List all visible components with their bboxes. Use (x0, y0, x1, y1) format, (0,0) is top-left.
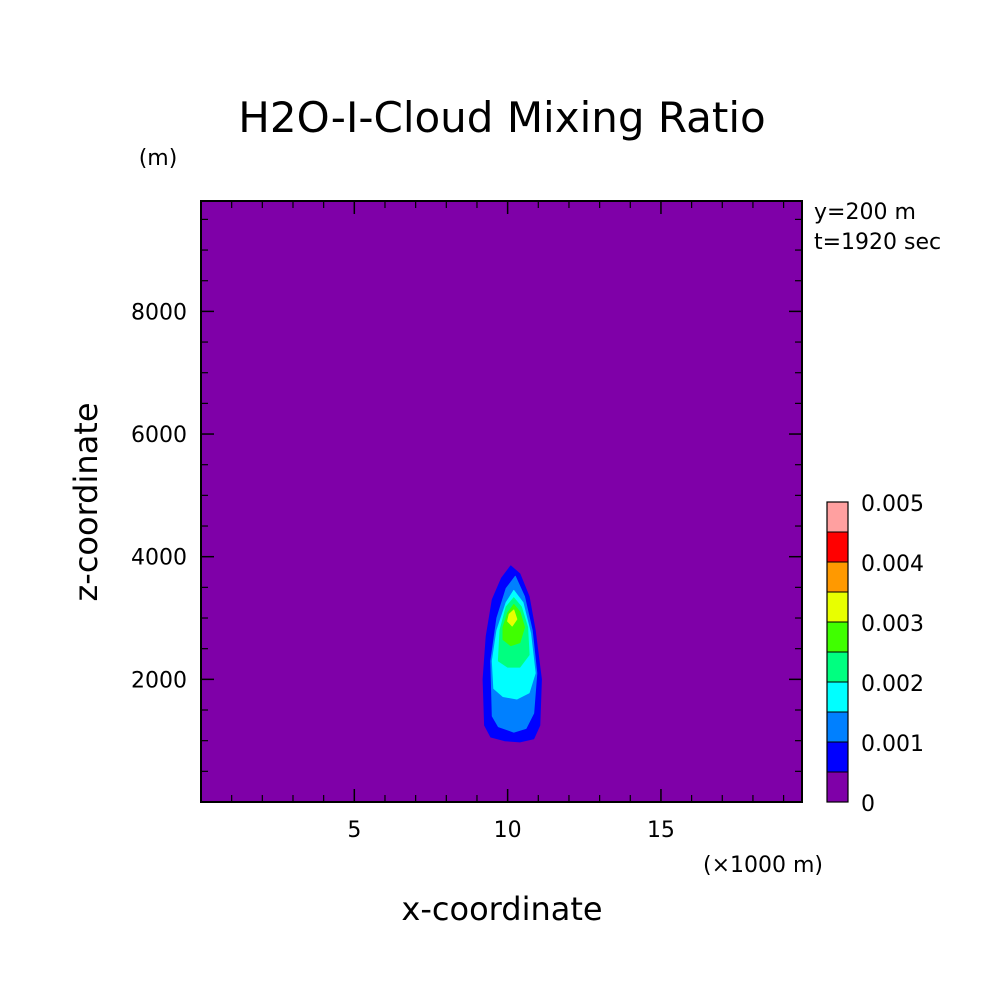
colorbar-label: 0.003 (861, 612, 924, 637)
colorbar-swatch-8 (827, 532, 848, 562)
y-tick-label: 8000 (131, 300, 187, 325)
plot-frame (200, 200, 803, 803)
y-axis-label: z-coordinate (67, 402, 105, 601)
colorbar-swatch-5 (827, 622, 848, 652)
y-tick-label: 2000 (131, 668, 187, 693)
y-tick-label: 6000 (131, 423, 187, 448)
colorbar (826, 501, 849, 803)
y-unit-label: (m) (139, 146, 178, 171)
colorbar-frame (826, 501, 849, 803)
y-tick-label: 4000 (131, 546, 187, 571)
contour-layer (482, 565, 542, 743)
colorbar-swatch-0 (827, 772, 848, 802)
y-tick-labels: 2000 4000 6000 8000 (131, 300, 187, 693)
colorbar-swatch-9 (827, 502, 848, 532)
major-ticks (201, 201, 802, 802)
x-tick-label: 5 (347, 818, 361, 843)
x-unit-label: (×1000 m) (703, 853, 823, 878)
colorbar-label: 0 (861, 792, 875, 817)
annotation-y: y=200 m (814, 200, 916, 225)
x-tick-labels: 5 10 15 (347, 818, 675, 843)
colorbar-swatch-7 (827, 562, 848, 592)
x-axis-label: x-coordinate (401, 890, 602, 928)
colorbar-swatch-1 (827, 742, 848, 772)
colorbar-label: 0.001 (861, 732, 924, 757)
colorbar-swatch-6 (827, 592, 848, 622)
colorbar-labels: 0 0.001 0.002 0.003 0.004 0.005 (861, 492, 924, 817)
colorbar-label: 0.002 (861, 672, 924, 697)
annotation-t: t=1920 sec (814, 230, 941, 255)
x-tick-label: 10 (494, 818, 522, 843)
colorbar-label: 0.005 (861, 492, 924, 517)
colorbar-swatch-3 (827, 682, 848, 712)
x-tick-label: 15 (647, 818, 675, 843)
contour-region-5 (507, 609, 518, 627)
colorbar-label: 0.004 (861, 552, 924, 577)
contour-region-4 (502, 604, 525, 647)
minor-ticks (201, 201, 802, 802)
chart-title: H2O-I-Cloud Mixing Ratio (238, 93, 765, 142)
colorbar-swatch-2 (827, 712, 848, 742)
colorbar-swatch-4 (827, 652, 848, 682)
plot-area (200, 200, 803, 803)
